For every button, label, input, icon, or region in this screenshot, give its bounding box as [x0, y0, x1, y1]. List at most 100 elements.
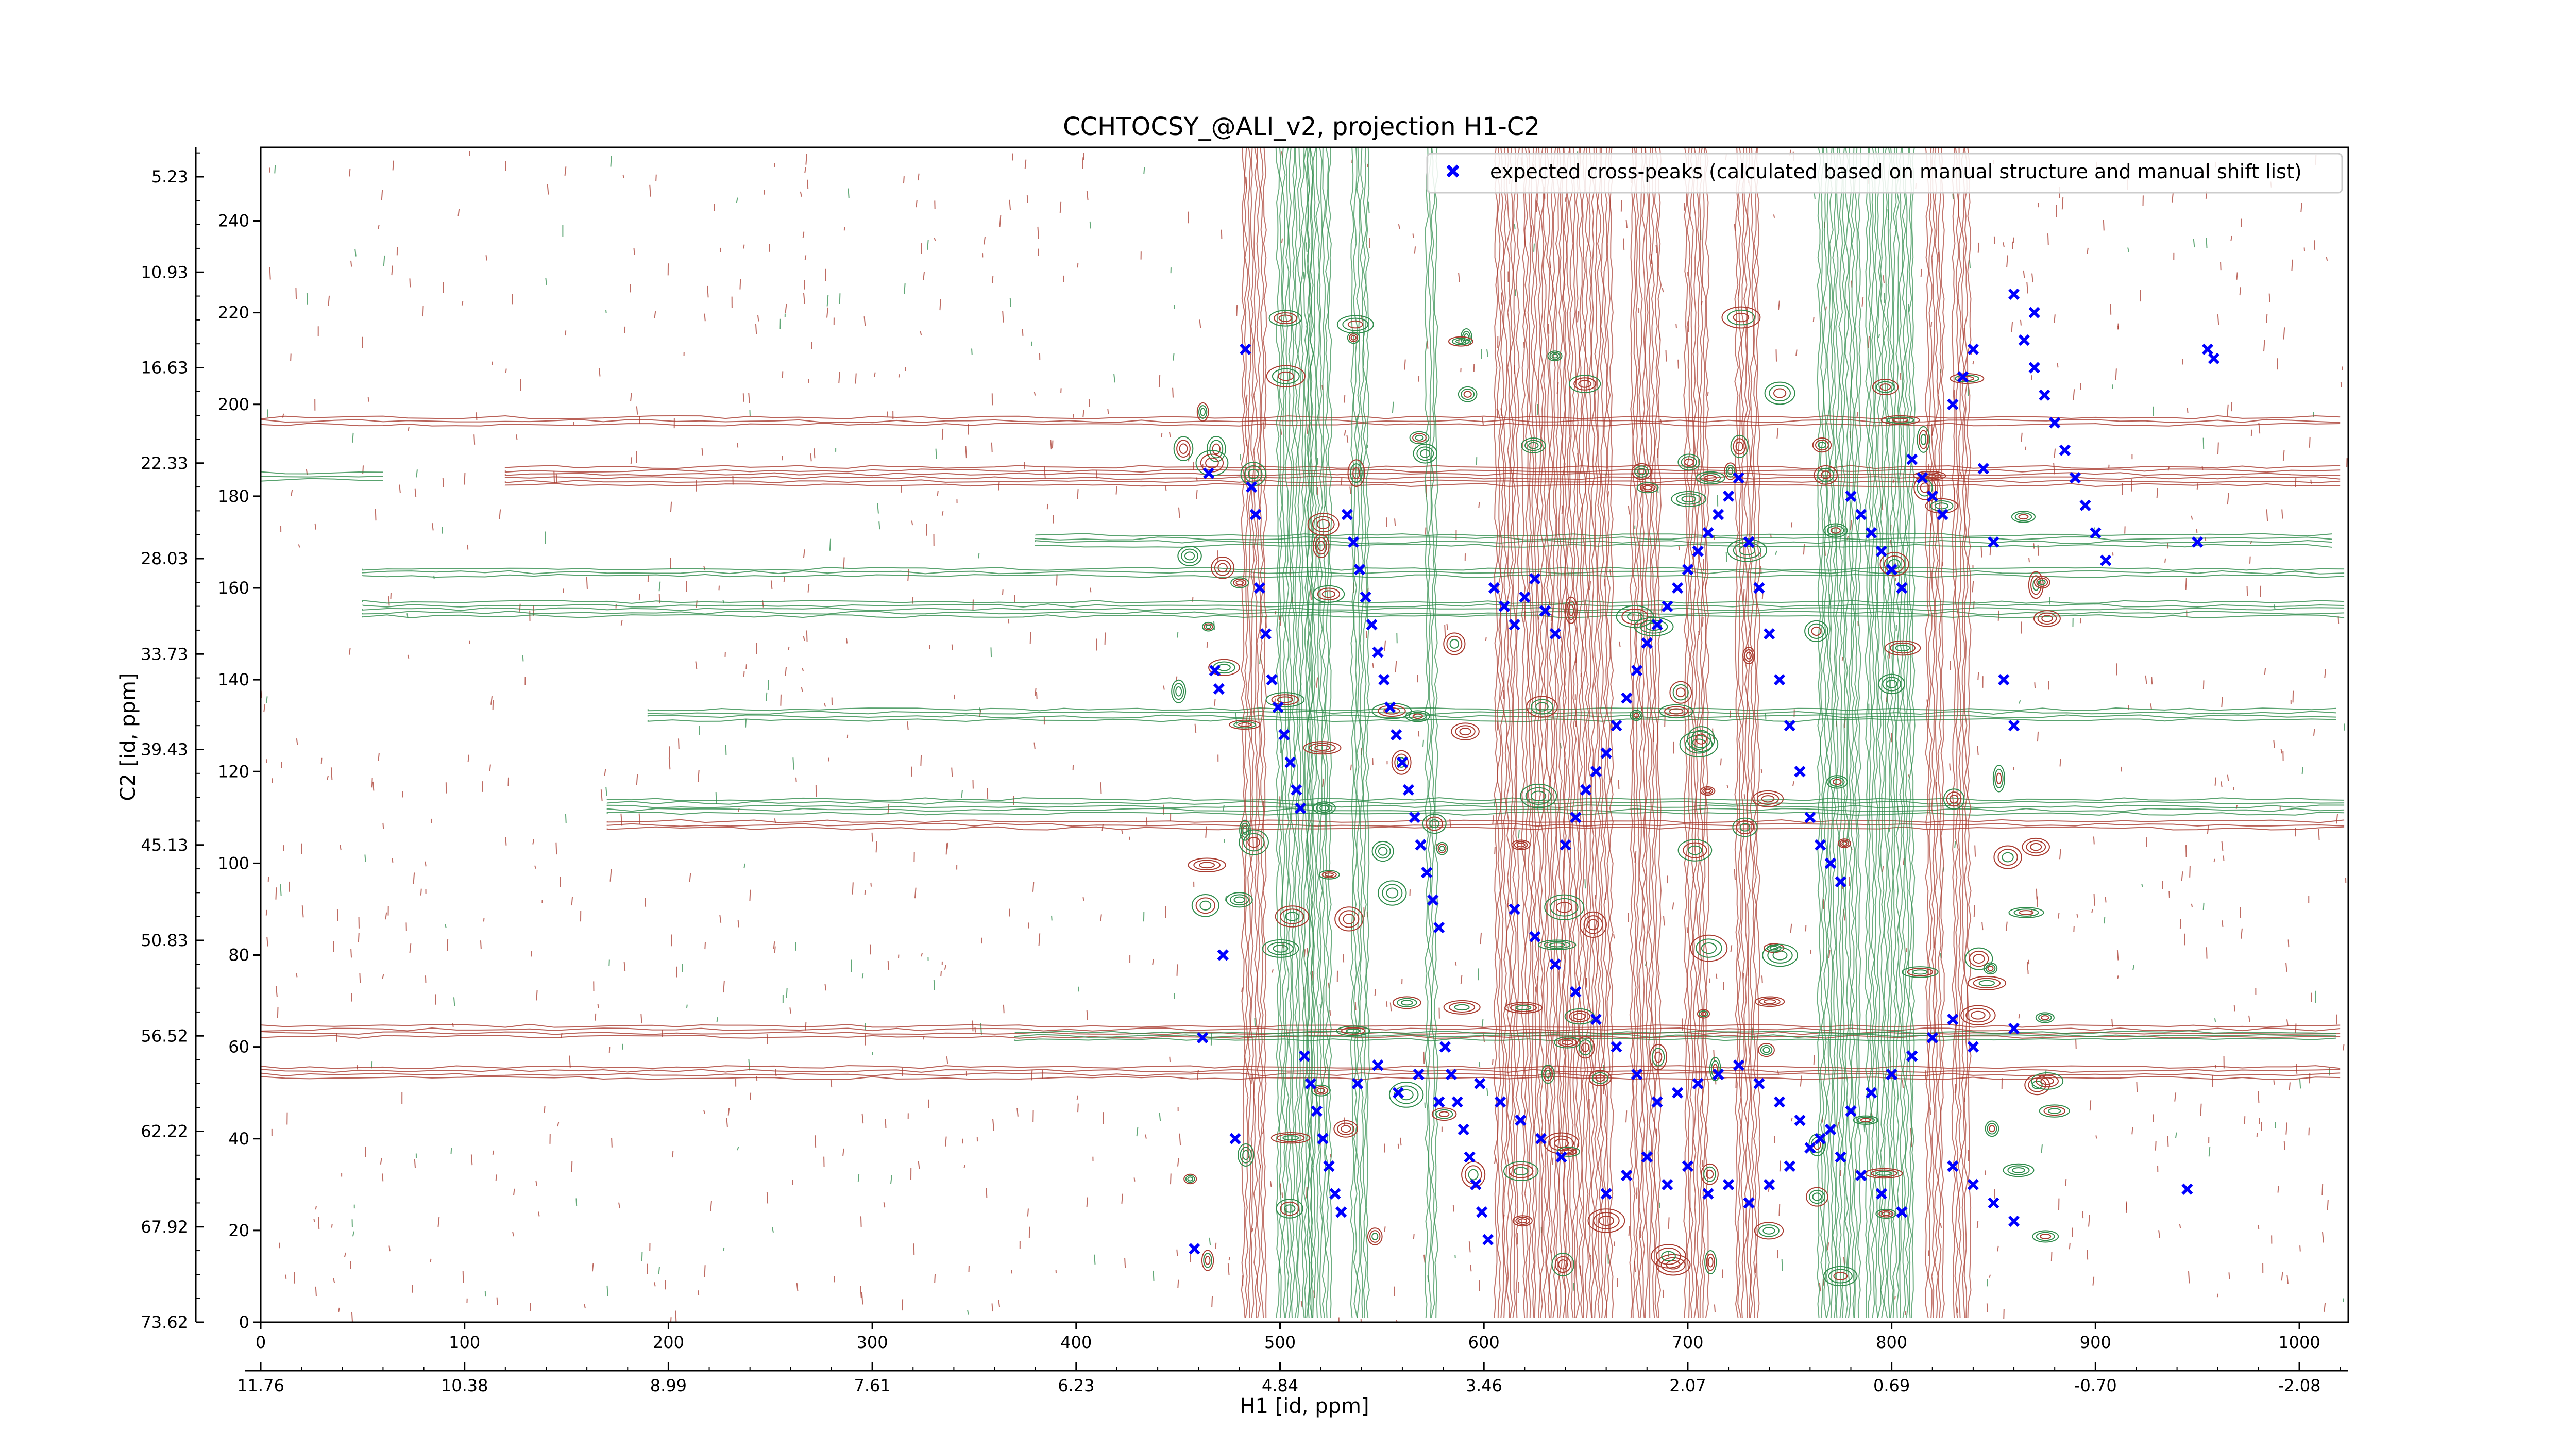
peak-contour	[1267, 941, 1294, 955]
ridge-contour-horizontal	[261, 1072, 2341, 1076]
ridge-contour-vertical	[1552, 147, 1557, 1318]
noise-contour	[796, 1283, 799, 1291]
cross-peak-marker	[1213, 683, 1225, 695]
noise-contour	[654, 311, 656, 318]
legend[interactable]: expected cross-peaks (calculated based o…	[1426, 153, 2343, 194]
peak-contour	[1229, 894, 1249, 906]
peak-contour	[1378, 847, 1388, 856]
peak-contour	[1920, 433, 1927, 445]
peak-contour	[1543, 1067, 1553, 1081]
noise-contour	[1367, 201, 1370, 214]
noise-contour	[529, 1303, 531, 1311]
noise-contour	[584, 1304, 586, 1309]
ridge-contour-horizontal	[606, 808, 2345, 812]
noise-contour	[1059, 201, 1062, 213]
noise-contour	[1791, 522, 1793, 528]
noise-contour	[1623, 238, 1625, 250]
noise-contour	[1343, 954, 1345, 963]
cross-peak-marker	[1855, 509, 1867, 520]
noise-contour	[828, 757, 830, 762]
noise-contour	[294, 1272, 295, 1284]
y-tick-label: 20	[228, 1221, 249, 1240]
peak-contour	[1725, 465, 1735, 478]
cross-peak-marker	[1570, 812, 1582, 823]
ridge-contour-vertical	[1606, 147, 1611, 1318]
ppm-tick-label-y: 22.33	[141, 453, 188, 473]
ppm-tick-label: 10.38	[441, 1376, 488, 1395]
x-tick-label: 300	[857, 1333, 888, 1352]
noise-contour	[598, 368, 601, 377]
cross-peak-marker	[1611, 720, 1622, 732]
ridge-contour-vertical	[1911, 147, 1916, 1318]
cross-peak-marker	[1260, 628, 1272, 640]
noise-contour	[416, 469, 418, 478]
peak-contour	[1882, 1211, 1891, 1216]
noise-contour	[1486, 349, 1488, 357]
ridge-contour-vertical	[1590, 147, 1596, 1318]
peak-contour	[1724, 462, 1737, 480]
peak-contour	[1409, 431, 1430, 445]
peak-contour	[1661, 1251, 1676, 1261]
ppm-tick-label-y: 10.93	[141, 262, 188, 282]
noise-contour	[2181, 871, 2183, 881]
noise-contour	[1940, 1223, 1942, 1228]
noise-contour	[1168, 432, 1171, 437]
peak-contour	[1591, 1072, 1608, 1084]
ppm-tick-label-y: 73.62	[141, 1312, 188, 1332]
noise-contour	[716, 1017, 718, 1023]
cross-peak-marker	[1519, 591, 1531, 603]
peak-contour	[1426, 816, 1443, 831]
peak-contour	[1876, 381, 1895, 393]
peak-contour	[1949, 794, 1959, 804]
cross-peak-marker	[1539, 605, 1551, 617]
noise-contour	[507, 777, 510, 786]
peak-contour	[1812, 1192, 1822, 1201]
noise-contour	[826, 307, 828, 318]
noise-contour	[600, 789, 603, 801]
noise-contour	[918, 1161, 920, 1169]
noise-contour	[1726, 785, 1729, 789]
peak-contour	[1699, 1010, 1708, 1018]
noise-contour	[918, 173, 920, 181]
noise-contour	[470, 1154, 473, 1166]
peak-contour	[1226, 892, 1253, 908]
peak-contour	[1700, 786, 1716, 796]
ridge-contour-vertical	[1533, 147, 1538, 1318]
noise-contour	[2120, 766, 2123, 772]
noise-contour	[1374, 988, 1377, 996]
peak-contour	[2037, 612, 2057, 625]
peak-contour	[1684, 458, 1694, 466]
peak-contour	[2008, 907, 2044, 918]
cross-peak-marker	[1773, 1096, 1786, 1108]
noise-contour	[681, 964, 683, 972]
peak-contour	[1733, 312, 1750, 323]
cross-peak-marker	[1824, 1123, 1837, 1136]
x-axis-ppm: 11.76 10.38 8.99 7.61 6.23 4.84 3.46 2.07 0.69 -0…	[237, 1362, 2348, 1395]
noise-contour	[1614, 1241, 1615, 1247]
peak-contour	[1199, 862, 1215, 869]
noise-contour	[2132, 965, 2134, 970]
noise-contour	[2087, 1250, 2089, 1260]
cross-peak-marker	[1784, 720, 1795, 732]
cross-peak-marker	[1896, 1206, 1908, 1218]
peak-contour	[1175, 686, 1182, 697]
cross-peak-marker	[1278, 729, 1290, 741]
noise-contour	[1194, 723, 1197, 733]
noise-contour	[2117, 975, 2119, 979]
peak-contour	[1985, 1120, 1999, 1137]
ridge-contour-vertical	[1563, 147, 1568, 1318]
peak-contour	[1336, 315, 1374, 334]
peak-contour	[1704, 475, 1717, 481]
peak-contour	[1181, 548, 1198, 564]
peak-contour	[1277, 371, 1294, 381]
cross-peak-marker	[1580, 784, 1592, 796]
noise-contour	[1043, 466, 1046, 479]
noise-contour	[2292, 690, 2294, 703]
noise-contour	[1967, 1149, 1969, 1161]
noise-contour	[1819, 1283, 1821, 1292]
cross-peak-marker	[1529, 573, 1541, 585]
ridge-contour-horizontal	[504, 479, 2341, 483]
noise-contour	[2222, 920, 2224, 927]
noise-contour	[1927, 1250, 1929, 1256]
noise-contour	[1779, 1160, 1781, 1172]
